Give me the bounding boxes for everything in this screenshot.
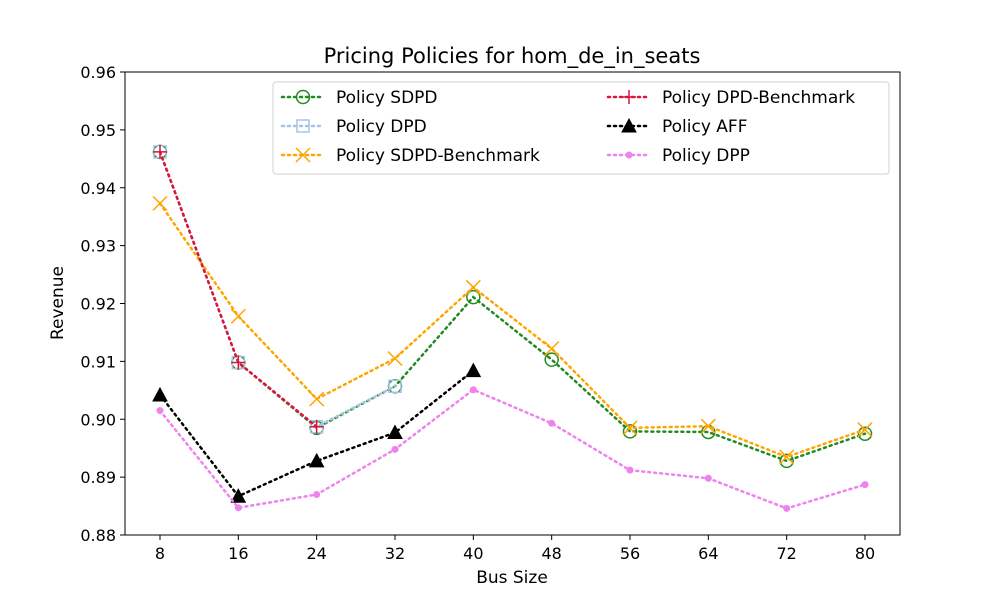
legend-label: Policy SDPD — [336, 88, 438, 108]
data-point — [626, 466, 634, 474]
y-axis-label: Revenue — [48, 266, 68, 340]
legend-item: Policy DPD — [280, 117, 427, 137]
x-tick-label: 80 — [855, 544, 875, 563]
legend-item: Policy AFF — [606, 117, 748, 137]
series-group — [152, 144, 873, 469]
data-point — [230, 488, 247, 503]
legend-item: Policy DPD-Benchmark — [606, 88, 855, 108]
y-tick-label: 0.96 — [80, 63, 116, 82]
data-point — [465, 279, 481, 295]
data-point — [230, 308, 246, 324]
data-point — [295, 89, 311, 105]
series-line — [158, 150, 318, 429]
data-point — [309, 419, 324, 434]
data-point — [621, 117, 637, 133]
data-point — [622, 424, 638, 439]
data-point — [622, 90, 636, 104]
data-point — [544, 352, 559, 367]
y-tick-label: 0.90 — [80, 410, 116, 429]
data-point — [857, 422, 873, 438]
y-tick-label: 0.93 — [80, 237, 116, 256]
data-point — [296, 119, 310, 133]
x-tick-label: 64 — [698, 544, 718, 563]
data-point — [466, 289, 481, 305]
legend-label: Policy DPD — [336, 117, 427, 137]
legend-item: Policy SDPD-Benchmark — [280, 146, 540, 166]
x-tick-label: 24 — [306, 544, 326, 563]
y-tick-label: 0.95 — [80, 121, 116, 140]
x-tick-label: 16 — [228, 544, 248, 563]
data-point — [861, 481, 869, 489]
legend-label: Policy SDPD-Benchmark — [336, 146, 540, 166]
data-point — [152, 386, 168, 402]
y-tick-label: 0.94 — [80, 179, 116, 198]
data-point — [387, 424, 403, 440]
y-tick-label: 0.91 — [80, 352, 116, 371]
y-tick-label: 0.89 — [80, 468, 116, 487]
data-point — [544, 341, 560, 357]
data-point — [231, 355, 246, 370]
series-group — [152, 362, 482, 503]
data-point — [308, 452, 325, 468]
data-point — [387, 350, 403, 367]
x-tick-label: 32 — [385, 544, 405, 563]
data-point — [152, 195, 168, 211]
series-line — [158, 369, 475, 498]
data-point — [779, 453, 794, 469]
data-point — [622, 420, 638, 436]
series-group — [153, 145, 402, 434]
legend-label: Policy DPP — [662, 146, 750, 166]
legend-label: Policy DPD-Benchmark — [662, 88, 855, 108]
data-point — [234, 504, 242, 512]
series-group — [156, 386, 869, 512]
legend-item: Policy SDPD — [280, 88, 438, 108]
series-line — [158, 202, 867, 459]
y-tick-label: 0.88 — [80, 526, 116, 545]
data-point — [295, 147, 311, 163]
x-axis: 8 16 24 32 40 48 56 64 72 80 — [155, 535, 875, 563]
x-tick-label: 56 — [620, 544, 640, 563]
data-point — [625, 151, 633, 159]
data-point — [465, 362, 482, 378]
series-line — [158, 388, 867, 510]
data-point — [779, 449, 795, 465]
x-tick-label: 8 — [155, 544, 165, 563]
data-point — [857, 426, 873, 441]
data-point — [156, 407, 164, 415]
data-point — [388, 379, 402, 394]
series-line — [158, 150, 867, 463]
y-tick-label: 0.92 — [80, 295, 116, 314]
data-point — [704, 474, 712, 482]
data-point — [313, 490, 321, 498]
data-point — [391, 445, 399, 453]
data-point — [700, 418, 716, 434]
y-axis: 0.88 0.89 0.90 0.91 0.92 0.93 0.94 0.95 0.96 — [80, 63, 125, 545]
series-line — [158, 150, 397, 429]
x-tick-label: 40 — [463, 544, 483, 563]
data-point — [153, 144, 167, 159]
legend-item: Policy DPP — [606, 146, 750, 166]
series-layer — [152, 144, 873, 512]
data-point — [469, 386, 477, 394]
x-tick-label: 72 — [776, 544, 796, 563]
x-axis-label: Bus Size — [476, 568, 548, 588]
x-tick-label: 48 — [541, 544, 561, 563]
legend: Policy SDPD Policy DPD Policy SDPD-Benchma… — [272, 81, 890, 175]
legend-frame — [272, 81, 890, 175]
data-point — [783, 504, 791, 512]
legend-label: Policy AFF — [662, 117, 748, 137]
series-group — [153, 144, 324, 434]
series-group — [152, 195, 873, 465]
chart-title: Pricing Policies for hom_de_in_seats — [324, 44, 701, 69]
data-point — [548, 419, 556, 427]
data-point — [309, 391, 325, 407]
